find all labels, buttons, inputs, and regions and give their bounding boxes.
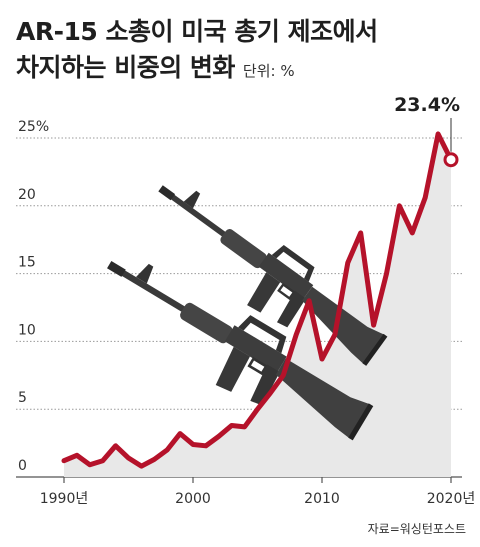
series-line — [61, 131, 454, 469]
title-line-1: AR-15 소총이 미국 총기 제조에서 — [16, 17, 378, 46]
source-label: 자료=워싱턴포스트 — [367, 522, 466, 536]
area-layer — [64, 133, 451, 477]
title-line-2-text: 차지하는 비중의 변화 — [16, 53, 235, 82]
annotation-label: 23.4% — [394, 94, 460, 116]
y-tick-label: 5 — [18, 390, 27, 406]
tick-layer: 0 5 10 15 20 25% 1990년 2000 2010 2020년 — [18, 119, 475, 507]
annotation-marker — [443, 152, 459, 168]
x-tick-label: 2000 — [175, 491, 211, 507]
y-tick-label: 20 — [18, 187, 36, 203]
y-tick-label: 15 — [18, 255, 36, 271]
line-layer — [61, 131, 454, 469]
chart-title: AR-15 소총이 미국 총기 제조에서 차지하는 비중의 변화 단위: % — [16, 14, 466, 89]
unit-label: 단위: % — [242, 62, 295, 80]
area-fill — [64, 133, 451, 477]
x-tick-label: 1990년 — [40, 491, 89, 507]
annotation-layer: 23.4% — [394, 94, 460, 168]
y-tick-label: 25% — [18, 119, 49, 135]
title-line-2: 차지하는 비중의 변화 단위: % — [16, 50, 466, 89]
x-tick-label: 2010 — [304, 491, 340, 507]
y-tick-label: 0 — [18, 458, 27, 474]
y-tick-label: 10 — [18, 322, 36, 338]
x-tick-label: 2020년 — [427, 491, 476, 507]
